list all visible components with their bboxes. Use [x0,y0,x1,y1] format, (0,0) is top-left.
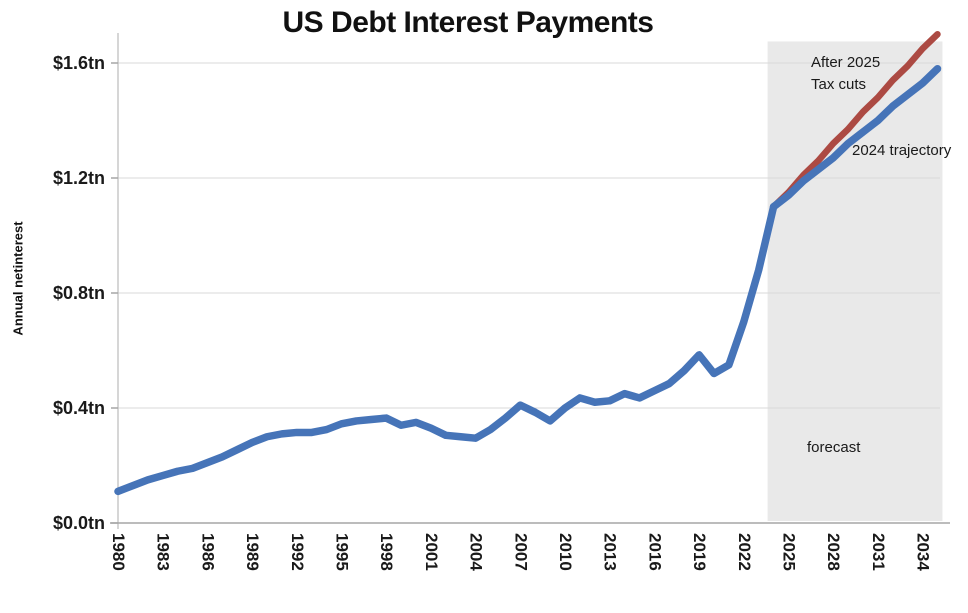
x-tick-label: 2010 [556,533,575,571]
x-tick-label: 1989 [243,533,262,571]
x-tick-label: 2016 [645,533,664,571]
x-tick-label: 2028 [824,533,843,571]
x-tick-label: 2007 [511,533,530,571]
x-tick-label: 2025 [780,533,799,571]
y-tick-label: $0.4tn [53,398,105,418]
x-tick-label: 2019 [690,533,709,571]
y-tick-label: $1.2tn [53,168,105,188]
annotation-after-2025-tax-cuts: After 2025 Tax cuts [811,52,880,96]
x-tick-label: 2004 [467,533,486,571]
historical-line [114,203,778,496]
x-tick-label: 2034 [914,533,933,571]
x-tick-label: 1983 [154,533,173,571]
annotation-2024-trajectory: 2024 trajectory [852,142,952,159]
y-tick-label: $0.8tn [53,283,105,303]
x-tick-label: 2001 [422,533,441,571]
chart-title: US Debt Interest Payments [282,6,654,39]
x-tick-label: 1980 [109,533,128,571]
tax-cuts-forecast-line [770,31,941,210]
x-tick-label: 1986 [198,533,217,571]
x-tick-label: 1992 [288,533,307,571]
x-tick-label: 1998 [377,533,396,571]
annotation-tax-cuts-line1: After 2025 [811,54,881,71]
x-tick-label: 2031 [869,533,888,571]
trajectory-forecast-line [769,65,942,211]
x-tick-label: 2013 [601,533,620,571]
annotation-tax-cuts-line2: Tax cuts [811,76,867,93]
x-tick-label: 2022 [735,533,754,571]
y-tick-label: $1.6tn [53,53,105,73]
y-axis-title: Annual netinterest [10,221,26,336]
y-tick-label: $0.0tn [53,513,105,533]
annotation-forecast: forecast [807,439,861,456]
x-tick-label: 1995 [333,533,352,571]
